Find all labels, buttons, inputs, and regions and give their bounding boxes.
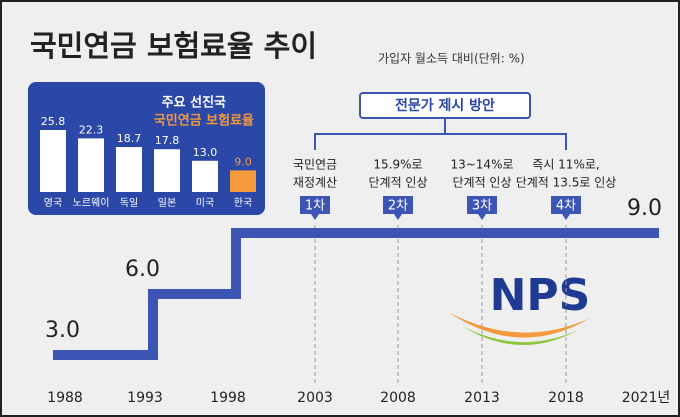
bracket: [314, 118, 567, 150]
value-label: 18.7: [117, 132, 142, 145]
stage-badge: [467, 196, 497, 220]
title: 국민연금 보험료율 추이: [30, 29, 317, 63]
proposal-text: 국민연금: [293, 158, 337, 172]
value-label: 9.0: [627, 196, 662, 221]
bar: [78, 138, 104, 192]
bar: [192, 160, 218, 192]
x-tick-label: 2021년: [622, 390, 671, 406]
value-label: 25.8: [41, 115, 66, 128]
proposal-text: 13~14%로: [450, 158, 513, 172]
stage-label: 4차: [556, 199, 576, 214]
proposal-text: 단계적 인상: [368, 176, 427, 190]
inset-title: 국민연금 보험료율: [154, 113, 254, 129]
x-tick-label: 한국: [234, 197, 252, 209]
proposal-text: 15.9%로: [373, 158, 422, 172]
x-tick-label: 영국: [44, 197, 62, 209]
value-label: 22.3: [79, 123, 104, 136]
value-label: 17.8: [155, 134, 180, 147]
bar: [116, 147, 142, 192]
x-tick-label: 일본: [158, 197, 176, 209]
stage-label: 1차: [305, 199, 325, 214]
inset-title: 주요 선진국: [162, 95, 226, 111]
bar: [154, 149, 180, 192]
proposal-text: 즉시 11%로,: [532, 158, 599, 172]
subtitle: 가입자 월소득 대비(단위: %): [378, 52, 525, 66]
x-tick-label: 1998: [210, 390, 246, 406]
logo: NPS: [448, 270, 591, 346]
stage-badge: [300, 196, 330, 220]
stage-label: 3차: [472, 199, 492, 214]
x-tick-label: 독일: [120, 197, 138, 209]
x-tick-label: 2003: [297, 390, 333, 406]
value-label: 3.0: [45, 318, 80, 343]
proposal-text: 단계적 13.5로 인상: [516, 176, 617, 190]
value-label: 6.0: [125, 257, 160, 282]
x-tick-label: 2013: [464, 390, 500, 406]
proposal-text: 재정계산: [293, 176, 337, 190]
value-label: 9.0: [234, 155, 252, 168]
x-tick-label: 2008: [380, 390, 416, 406]
bar: [40, 130, 66, 192]
x-tick-label: 노르웨이: [73, 197, 110, 209]
stage-badge: [383, 196, 413, 220]
x-tick-label: 1988: [47, 390, 83, 406]
logo-swoosh: [448, 312, 590, 338]
stage-badge: [551, 196, 581, 220]
proposal-text: 단계적 인상: [452, 176, 511, 190]
x-tick-label: 미국: [196, 197, 214, 209]
logo-text: NPS: [490, 270, 591, 321]
stage-label: 2차: [388, 199, 408, 214]
bar: [230, 170, 256, 192]
value-label: 13.0: [193, 146, 218, 159]
logo-swoosh: [462, 326, 578, 346]
x-tick-label: 2018: [548, 390, 584, 406]
x-tick-label: 1993: [127, 390, 163, 406]
proposal-title: 전문가 제시 방안: [395, 97, 495, 114]
